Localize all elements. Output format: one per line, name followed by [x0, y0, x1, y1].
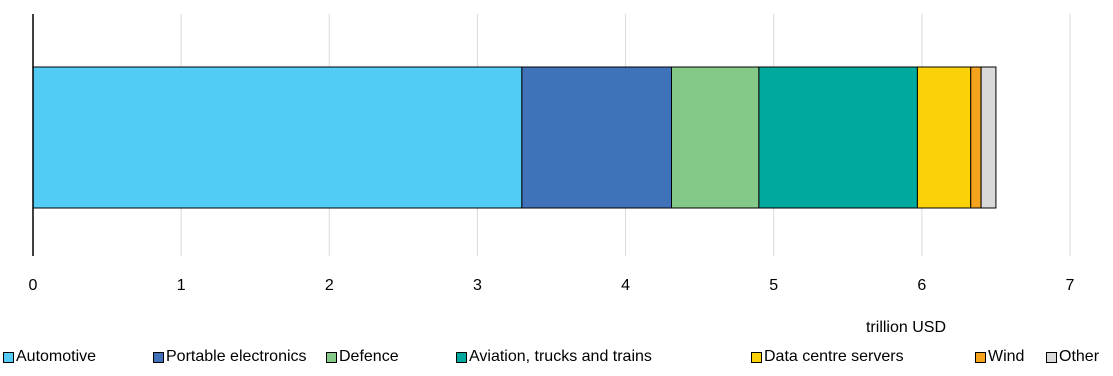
legend-label: Automotive	[16, 348, 97, 365]
legend-label: Other	[1059, 348, 1100, 365]
legend: Automotive Portable electronics Defence Avi…	[0, 345, 1113, 369]
x-tick-label: 5	[769, 277, 778, 294]
x-tick-label: 3	[473, 277, 482, 294]
legend-swatch	[153, 351, 164, 363]
legend-swatch	[3, 351, 14, 363]
x-tick-label: 7	[1066, 277, 1075, 294]
x-tick-label: 2	[325, 277, 334, 294]
chart-svg: 0 1 2 3 4 5 6 7 trillion USD	[29, 14, 1075, 336]
legend-swatch	[326, 351, 337, 363]
legend-item: Aviation, trucks and trains	[456, 345, 652, 369]
x-tick-label: 0	[29, 277, 38, 294]
bar-segment-automotive	[32, 66, 523, 209]
legend-swatch	[1046, 351, 1057, 363]
legend-label: Aviation, trucks and trains	[469, 348, 652, 365]
x-axis-tick-labels: 0 1 2 3 4 5 6 7	[29, 277, 1075, 294]
legend-item: Automotive	[3, 345, 96, 369]
legend-label: Data centre servers	[764, 348, 904, 365]
legend-swatch	[751, 351, 762, 363]
x-tick-label: 6	[917, 277, 926, 294]
bar-segment-aviation-trucks-and-trains	[758, 66, 918, 209]
legend-label: Wind	[988, 348, 1025, 365]
bar-segment-defence	[670, 66, 760, 209]
x-tick-label: 4	[621, 277, 630, 294]
bar-segment-other	[980, 66, 997, 209]
x-axis-unit-label: trillion USD	[866, 319, 946, 336]
bar-segment-data-centre-servers	[916, 66, 972, 209]
legend-item: Portable electronics	[153, 345, 307, 369]
legend-label: Portable electronics	[166, 348, 307, 365]
legend-label: Defence	[339, 348, 399, 365]
legend-swatch	[456, 351, 467, 363]
stacked-bar	[32, 66, 997, 209]
bar-segment-wind	[970, 66, 982, 209]
legend-item: Data centre servers	[751, 345, 904, 369]
legend-item: Other	[1046, 345, 1099, 369]
legend-swatch	[975, 351, 986, 363]
bar-segment-portable-electronics	[521, 66, 672, 209]
legend-item: Defence	[326, 345, 399, 369]
legend-item: Wind	[975, 345, 1024, 369]
x-tick-label: 1	[177, 277, 186, 294]
